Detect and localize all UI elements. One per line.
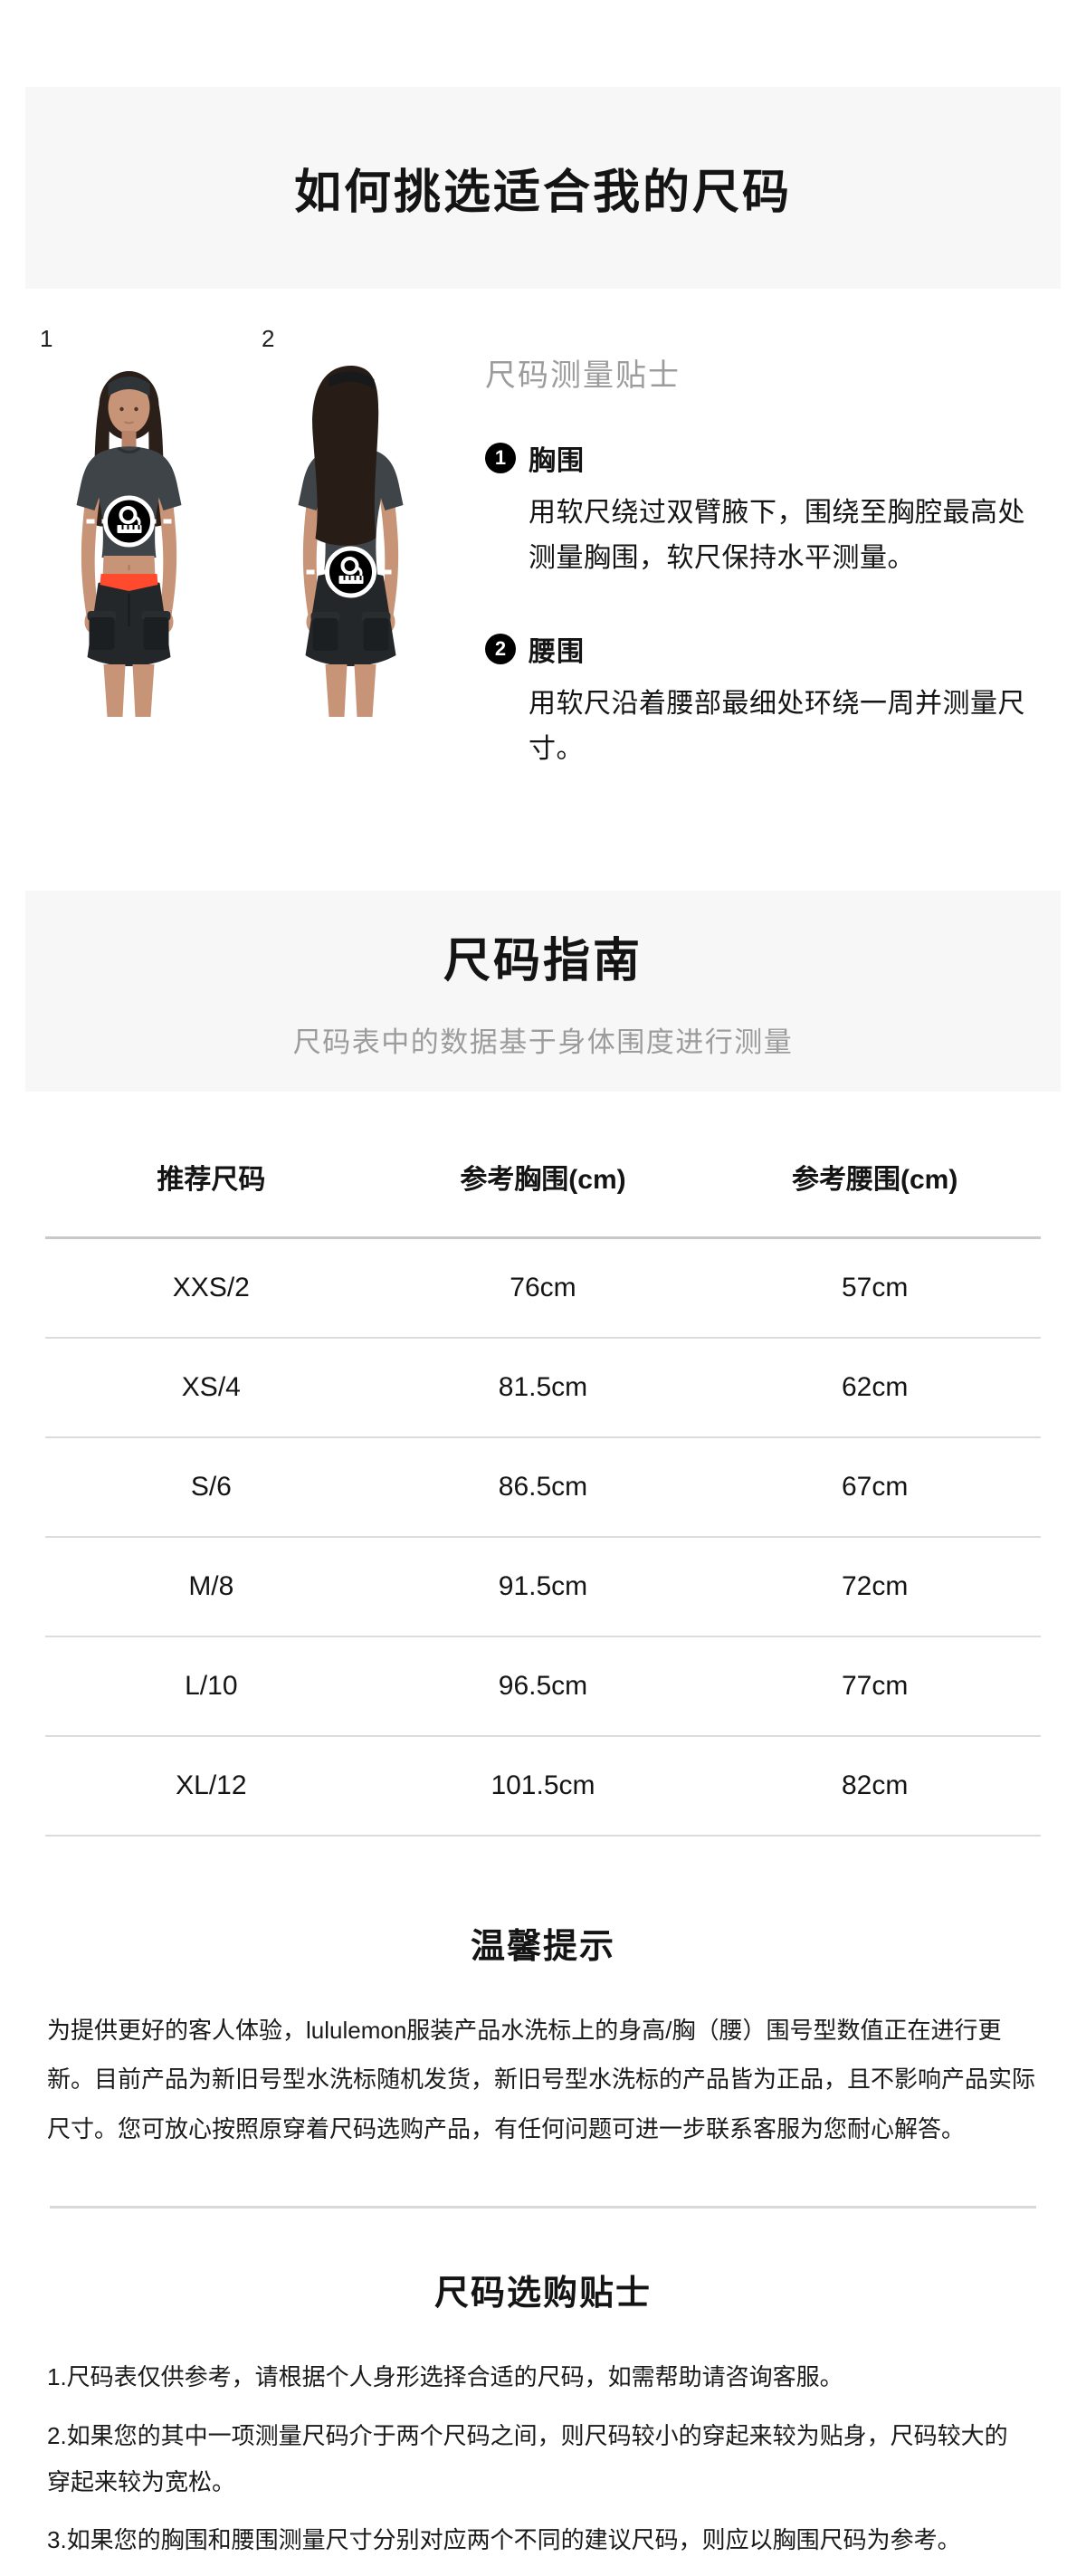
- column-header-waist: 参考腰围(cm): [709, 1141, 1041, 1239]
- measuring-tape-icon: [103, 495, 155, 548]
- measure-tips-heading: 尺码测量贴士: [485, 358, 681, 393]
- size-tips-title: 尺码选购贴士: [433, 2275, 652, 2314]
- figure-label: 2: [262, 325, 275, 352]
- table-row: XS/4 81.5cm 62cm: [45, 1337, 1041, 1438]
- size-cell: XL/12: [45, 1735, 377, 1837]
- model-figures: 1: [36, 325, 443, 820]
- figure-label: 1: [40, 325, 53, 352]
- measure-tip-bust: 1 胸围 用软尺绕过双臂腋下，围绕至胸腔最高处 测量胸围，软尺保持水平测量。: [485, 438, 1050, 582]
- size-cell: XXS/2: [45, 1237, 377, 1339]
- waist-cell: 77cm: [709, 1636, 1041, 1737]
- measure-tips-column: 尺码测量贴士 1 胸围 用软尺绕过双臂腋下，围绕至胸腔最高处 测量胸围，软尺保持…: [485, 325, 1050, 820]
- size-cell: M/8: [45, 1536, 377, 1637]
- waist-cell: 82cm: [709, 1735, 1041, 1837]
- bust-cell: 101.5cm: [376, 1735, 710, 1837]
- size-cell: XS/4: [45, 1337, 377, 1438]
- table-row: L/10 96.5cm 77cm: [45, 1636, 1041, 1737]
- size-table: 推荐尺码 参考胸围(cm) 参考腰围(cm) XXS/2 76cm 57cm X…: [45, 1141, 1041, 1837]
- table-row: M/8 91.5cm 72cm: [45, 1536, 1041, 1637]
- size-guide-subtitle: 尺码表中的数据基于身体围度进行测量: [292, 1026, 794, 1058]
- measure-tip-waist: 2 腰围 用软尺沿着腰部最细处环绕一周并测量尺寸。: [485, 629, 1050, 773]
- waist-cell: 72cm: [709, 1536, 1041, 1637]
- column-header-size: 推荐尺码: [45, 1141, 377, 1239]
- tip-desc-bust: 用软尺绕过双臂腋下，围绕至胸腔最高处 测量胸围，软尺保持水平测量。: [529, 498, 1025, 574]
- notice-title: 温馨提示: [470, 1927, 615, 1966]
- notice-section: 温馨提示 为提供更好的客人体验，lululemon服装产品水洗标上的身高/胸（腰…: [0, 1918, 1086, 2154]
- tip-desc-waist: 用软尺沿着腰部最细处环绕一周并测量尺寸。: [529, 688, 1025, 765]
- measuring-tape-icon: [325, 546, 376, 598]
- waist-cell: 62cm: [709, 1337, 1041, 1438]
- step-1-badge: 1: [485, 443, 516, 473]
- size-guide-title: 尺码指南: [443, 934, 643, 987]
- front-model-figure: [71, 371, 187, 717]
- figure-back: 2: [258, 325, 443, 820]
- bust-cell: 86.5cm: [376, 1436, 710, 1538]
- header-block: 如何挑选适合我的尺码: [25, 87, 1061, 289]
- size-cell: S/6: [45, 1436, 377, 1538]
- table-row: S/6 86.5cm 67cm: [45, 1436, 1041, 1538]
- notice-body: 为提供更好的客人体验，lululemon服装产品水洗标上的身高/胸（腰）围号型数…: [47, 2016, 1036, 2142]
- page-title: 如何挑选适合我的尺码: [293, 167, 792, 219]
- table-row: XXS/2 76cm 57cm: [45, 1237, 1041, 1339]
- column-header-bust: 参考胸围(cm): [376, 1141, 710, 1239]
- measure-section: 1: [0, 289, 1086, 820]
- back-model-figure: [291, 366, 411, 717]
- size-tips-list: 1.尺码表仅供参考，请根据个人身形选择合适的尺码，如需帮助请咨询客服。 2.如果…: [47, 2354, 1039, 2563]
- size-tip-item: 1.尺码表仅供参考，请根据个人身形选择合适的尺码，如需帮助请咨询客服。: [47, 2363, 843, 2391]
- figure-front: 1: [36, 325, 222, 820]
- size-tip-item: 3.如果您的胸围和腰围测量尺寸分别对应两个不同的建议尺码，则应以胸围尺码为参考。: [47, 2526, 961, 2554]
- table-row: XL/12 101.5cm 82cm: [45, 1735, 1041, 1837]
- size-tips-section: 尺码选购贴士 1.尺码表仅供参考，请根据个人身形选择合适的尺码，如需帮助请咨询客…: [0, 2265, 1086, 2563]
- waist-cell: 67cm: [709, 1436, 1041, 1538]
- bust-cell: 91.5cm: [376, 1536, 710, 1637]
- tip-head: 2 腰围: [485, 629, 1050, 669]
- bust-cell: 96.5cm: [376, 1636, 710, 1737]
- tip-head: 1 胸围: [485, 438, 1050, 478]
- tip-title-waist: 腰围: [529, 636, 585, 667]
- size-table-header-row: 推荐尺码 参考胸围(cm) 参考腰围(cm): [45, 1141, 1041, 1239]
- section-divider: [50, 2206, 1036, 2209]
- size-guide-block: 尺码指南 尺码表中的数据基于身体围度进行测量: [25, 890, 1061, 1092]
- bust-cell: 76cm: [376, 1237, 710, 1339]
- waist-cell: 57cm: [709, 1237, 1041, 1339]
- size-cell: L/10: [45, 1636, 377, 1737]
- step-2-badge: 2: [485, 633, 516, 664]
- size-tip-item: 2.如果您的其中一项测量尺码介于两个尺码之间，则尺码较小的穿起来较为贴身，尺码较…: [47, 2422, 1008, 2495]
- tip-title-bust: 胸围: [529, 446, 585, 476]
- bust-cell: 81.5cm: [376, 1337, 710, 1438]
